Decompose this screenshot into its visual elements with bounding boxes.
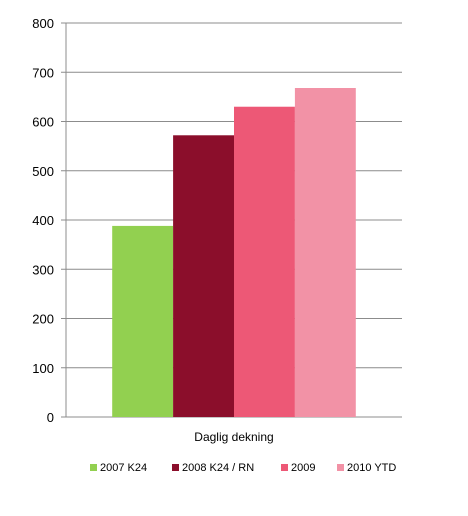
y-tick-label-200: 200 xyxy=(32,312,54,327)
legend-swatch-4 xyxy=(337,464,344,471)
y-tick-label-100: 100 xyxy=(32,361,54,376)
y-tick-label-600: 600 xyxy=(32,115,54,130)
legend-swatch-3 xyxy=(281,464,288,471)
bar-2 xyxy=(173,135,234,418)
legend-label-3: 2009 xyxy=(291,462,315,474)
y-tick-label-400: 400 xyxy=(32,213,54,228)
bar-1 xyxy=(112,225,174,417)
y-tick-label-700: 700 xyxy=(32,65,54,80)
legend-swatch-2 xyxy=(172,464,179,471)
y-tick-label-800: 800 xyxy=(32,16,54,31)
legend-label-4: 2010 YTD xyxy=(347,462,396,474)
x-category-label: Daglig dekning xyxy=(194,430,273,444)
bar-3 xyxy=(234,106,295,417)
y-tick-label-300: 300 xyxy=(32,262,54,277)
bar-4 xyxy=(294,88,356,417)
legend-label-1: 2007 K24 xyxy=(100,462,147,474)
legend: 2007 K24 2008 K24 / RN 2009 2010 YTD xyxy=(90,462,396,474)
legend-swatch-1 xyxy=(90,464,97,471)
x-axis-category-labels: Daglig dekning xyxy=(194,430,273,444)
y-tick-label-0: 0 xyxy=(47,410,54,425)
bars xyxy=(112,88,356,418)
y-axis-tick-labels: 0 100 200 300 400 500 600 700 800 xyxy=(32,16,54,425)
legend-label-2: 2008 K24 / RN xyxy=(182,462,254,474)
y-tick-label-500: 500 xyxy=(32,164,54,179)
